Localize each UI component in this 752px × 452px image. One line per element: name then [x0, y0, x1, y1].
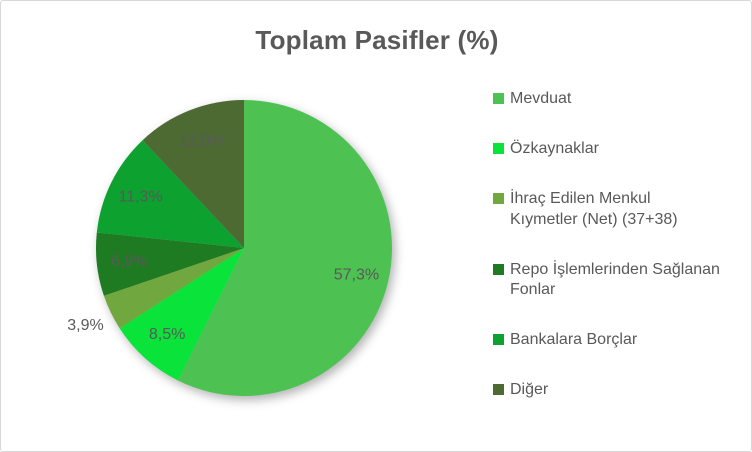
legend-label: Özkaynaklar — [510, 139, 599, 157]
pie-slice-3[interactable] — [95, 232, 244, 296]
legend-label: Repo İşlemlerinden Sağlanan Fonlar — [510, 260, 720, 299]
legend-item-0[interactable]: Mevduat — [493, 89, 571, 110]
legend-label: İhraç Edilen Menkul Kıymetler (Net) (37+… — [510, 189, 678, 228]
pie-labels-group: 57,3% 8,5% 3,9% 6,9% 11,3% 12,0% — [67, 133, 379, 343]
chart-title: Toplam Pasifler (%) — [255, 25, 499, 55]
legend-item-4[interactable]: Bankalara Borçlar — [493, 330, 637, 351]
pie-slices-group — [95, 100, 392, 396]
pie-slice-1[interactable] — [119, 248, 244, 381]
pie-data-label-1: 8,5% — [149, 326, 185, 343]
pie-data-label-0: 57,3% — [334, 266, 379, 283]
legend-swatch-icon — [493, 142, 504, 154]
legend-label: Diğer — [510, 381, 549, 399]
pie-slice-4[interactable] — [96, 140, 244, 248]
pie-data-label-4: 11,3% — [119, 189, 163, 206]
legend-item-3[interactable]: Repo İşlemlerinden Sağlanan Fonlar — [493, 260, 720, 302]
legend-swatch-icon — [493, 334, 504, 346]
legend-swatch-icon — [493, 93, 504, 104]
pie-slice-0[interactable] — [177, 100, 392, 396]
legend-swatch-icon — [493, 263, 504, 275]
legend-swatch-icon — [493, 384, 504, 396]
pie-slice-5[interactable] — [142, 100, 244, 248]
legend-item-1[interactable]: Özkaynaklar — [493, 139, 599, 160]
legend-label: Bankalara Borçlar — [510, 331, 638, 349]
pie-data-label-3: 6,9% — [111, 253, 147, 270]
legend-item-5[interactable]: Diğer — [493, 380, 548, 401]
legend-label: Mevduat — [510, 90, 572, 107]
pie-data-label-5: 12,0% — [179, 133, 224, 150]
legend: Mevduat Özkaynaklar İhraç Edilen Menkul Kı… — [493, 89, 745, 401]
legend-item-2[interactable]: İhraç Edilen Menkul Kıymetler (Net) (37+… — [493, 189, 678, 231]
pie-data-label-2: 3,9% — [67, 317, 103, 334]
legend-swatch-icon — [493, 192, 504, 204]
pie-slice-2[interactable] — [103, 248, 244, 329]
